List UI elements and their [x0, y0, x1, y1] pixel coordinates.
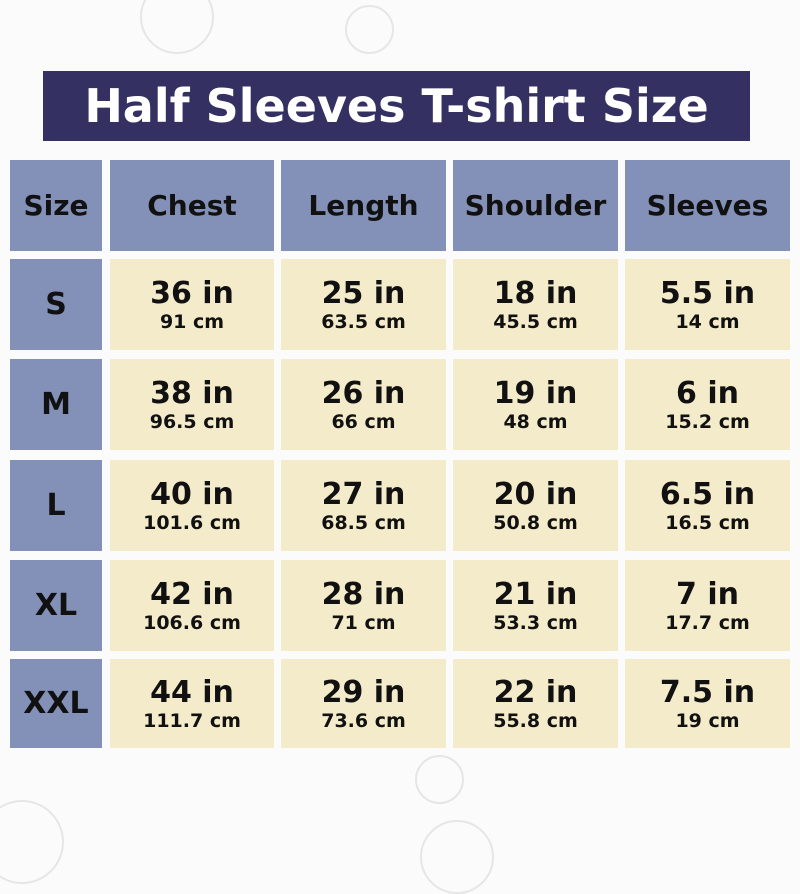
size-cell: 19 in 48 cm — [453, 359, 618, 450]
cm-value: 106.6 cm — [143, 611, 241, 634]
page-title: Half Sleeves T-shirt Size — [43, 71, 750, 141]
cm-value: 63.5 cm — [321, 310, 406, 333]
header-length: Length — [281, 160, 446, 251]
button-decoration — [415, 755, 464, 804]
inches-value: 28 in — [321, 576, 406, 612]
cm-value: 66 cm — [331, 410, 396, 433]
size-cell: 7.5 in 19 cm — [625, 659, 790, 748]
size-cell: 21 in 53.3 cm — [453, 560, 618, 651]
inches-value: 42 in — [150, 576, 234, 612]
inches-value: 29 in — [321, 674, 406, 710]
inches-value: 20 in — [493, 476, 578, 512]
size-cell: 40 in 101.6 cm — [110, 460, 274, 551]
inches-value: 26 in — [321, 375, 406, 411]
size-cell: 28 in 71 cm — [281, 560, 446, 651]
size-cell: 6 in 15.2 cm — [625, 359, 790, 450]
inches-value: 19 in — [493, 375, 578, 411]
size-cell: 42 in 106.6 cm — [110, 560, 274, 651]
cm-value: 91 cm — [159, 310, 225, 333]
inches-value: 25 in — [321, 275, 406, 311]
inches-value: 38 in — [150, 375, 234, 411]
size-label: XL — [10, 560, 102, 651]
cm-value: 71 cm — [331, 611, 396, 634]
inches-value: 6.5 in — [659, 476, 756, 512]
size-cell: 22 in 55.8 cm — [453, 659, 618, 748]
inches-value: 6 in — [676, 375, 739, 411]
cm-value: 68.5 cm — [321, 511, 406, 534]
size-cell: 7 in 17.7 cm — [625, 560, 790, 651]
cm-value: 19 cm — [675, 709, 740, 732]
inches-value: 27 in — [321, 476, 406, 512]
inches-value: 22 in — [493, 674, 578, 710]
size-cell: 38 in 96.5 cm — [110, 359, 274, 450]
header-size: Size — [10, 160, 102, 251]
header-chest: Chest — [110, 160, 274, 251]
inches-value: 21 in — [493, 576, 578, 612]
header-shoulder: Shoulder — [453, 160, 618, 251]
size-label: L — [10, 460, 102, 551]
cm-value: 48 cm — [503, 410, 568, 433]
size-label: XXL — [10, 659, 102, 748]
cm-value: 50.8 cm — [493, 511, 578, 534]
cm-value: 45.5 cm — [493, 310, 578, 333]
size-label: S — [10, 259, 102, 350]
inches-value: 18 in — [493, 275, 578, 311]
header-sleeves: Sleeves — [625, 160, 790, 251]
size-cell: 18 in 45.5 cm — [453, 259, 618, 350]
cm-value: 53.3 cm — [493, 611, 578, 634]
inches-value: 44 in — [150, 674, 234, 710]
yarn-ball-decoration — [420, 820, 494, 894]
inches-value: 5.5 in — [659, 275, 756, 311]
cm-value: 73.6 cm — [321, 709, 406, 732]
size-cell: 25 in 63.5 cm — [281, 259, 446, 350]
inches-value: 40 in — [150, 476, 234, 512]
button-decoration — [345, 5, 394, 54]
cm-value: 16.5 cm — [665, 511, 750, 534]
cm-value: 96.5 cm — [149, 410, 235, 433]
cm-value: 15.2 cm — [665, 410, 750, 433]
inches-value: 7 in — [676, 576, 739, 612]
size-label: M — [10, 359, 102, 450]
cm-value: 101.6 cm — [143, 511, 241, 534]
inches-value: 7.5 in — [659, 674, 756, 710]
inches-value: 36 in — [150, 275, 234, 311]
size-cell: 27 in 68.5 cm — [281, 460, 446, 551]
yarn-ball-decoration — [0, 800, 64, 884]
size-cell: 44 in 111.7 cm — [110, 659, 274, 748]
cm-value: 17.7 cm — [665, 611, 750, 634]
size-cell: 6.5 in 16.5 cm — [625, 460, 790, 551]
yarn-ball-decoration — [140, 0, 214, 54]
cm-value: 111.7 cm — [143, 709, 241, 732]
size-cell: 5.5 in 14 cm — [625, 259, 790, 350]
cm-value: 55.8 cm — [493, 709, 578, 732]
size-cell: 36 in 91 cm — [110, 259, 274, 350]
size-cell: 26 in 66 cm — [281, 359, 446, 450]
size-cell: 29 in 73.6 cm — [281, 659, 446, 748]
size-cell: 20 in 50.8 cm — [453, 460, 618, 551]
cm-value: 14 cm — [675, 310, 740, 333]
